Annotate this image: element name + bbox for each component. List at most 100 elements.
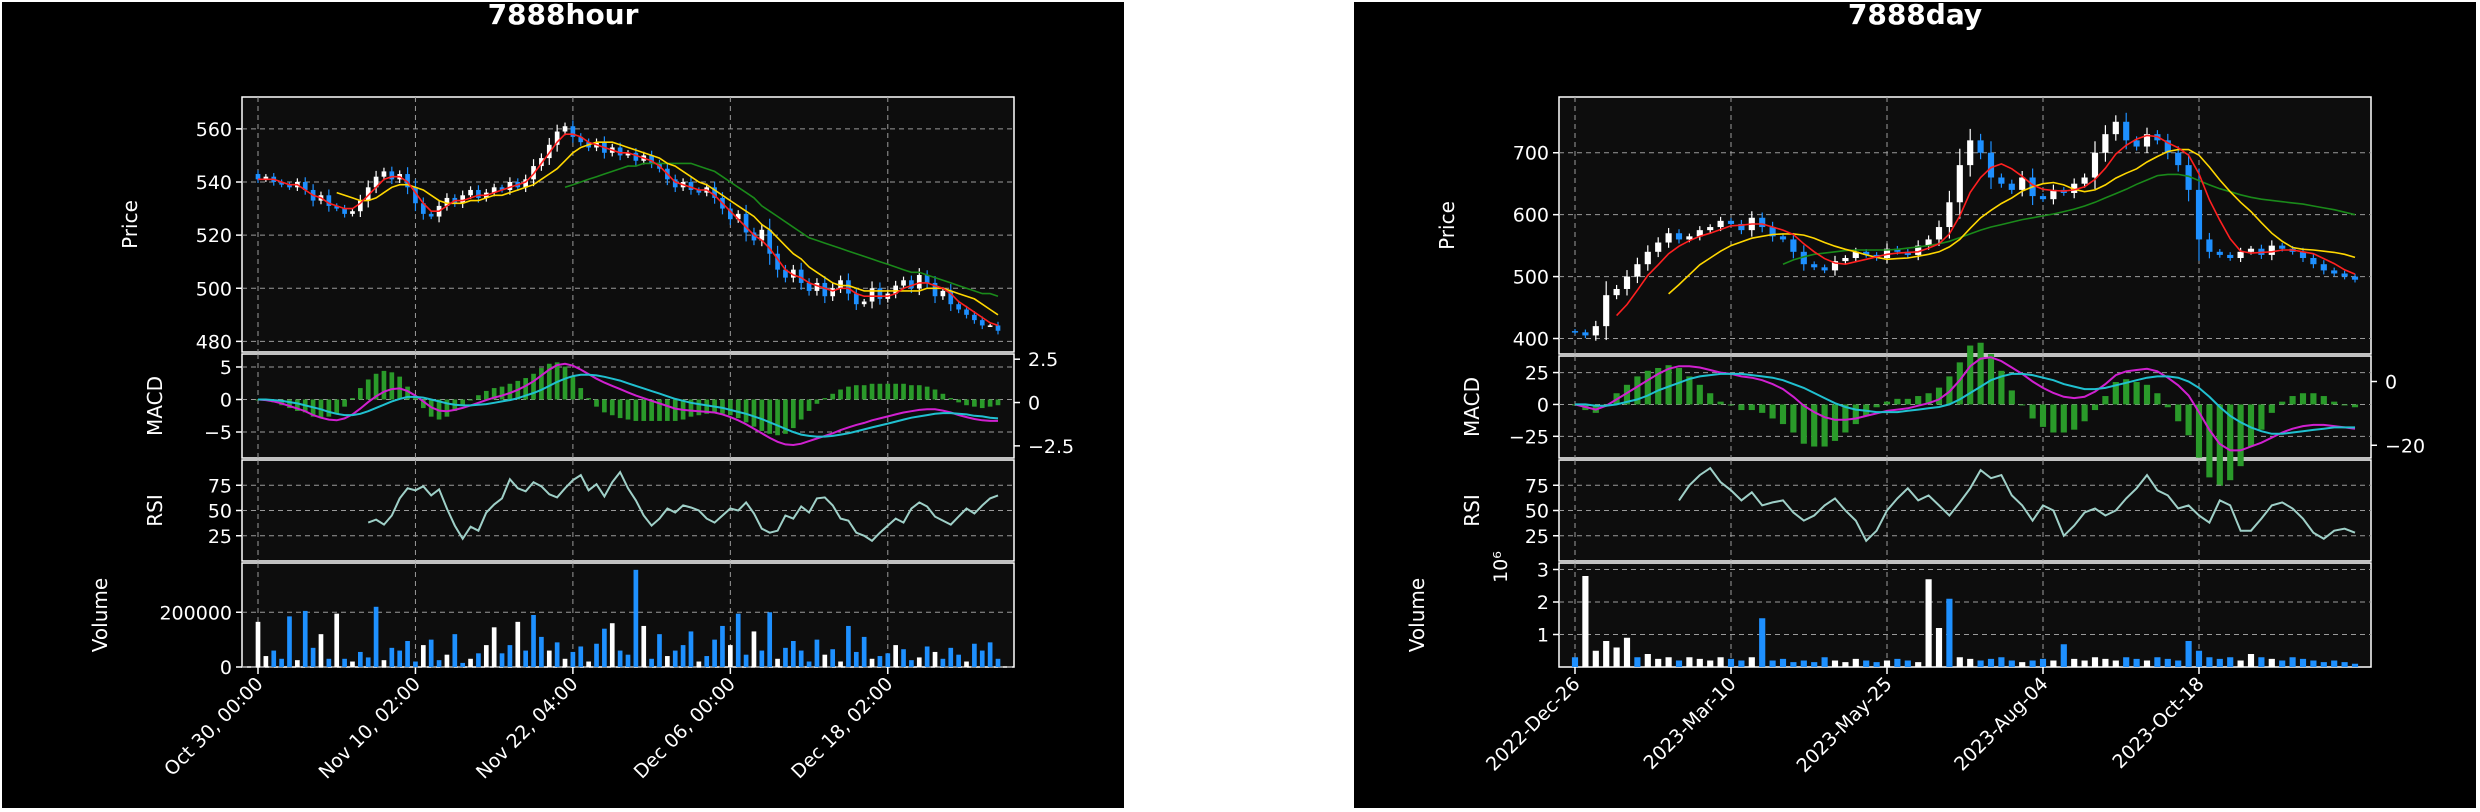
candle-body	[2237, 251, 2244, 259]
macd-histogram-bar	[909, 385, 914, 400]
volume-bar	[578, 646, 584, 667]
macd-histogram-bar	[1759, 404, 1766, 413]
candle-body	[373, 176, 379, 188]
candle-body	[287, 184, 292, 188]
volume-bar	[1883, 660, 1891, 667]
volume-bar	[1935, 628, 1943, 667]
volume-bar	[964, 661, 969, 667]
macd-histogram-bar	[798, 399, 804, 420]
macd-histogram-bar	[2268, 404, 2275, 413]
volume-bar	[507, 645, 513, 667]
macd-histogram-bar	[1821, 404, 1828, 447]
candle-body	[1696, 230, 1703, 237]
macd-histogram-bar	[279, 399, 284, 406]
volume-bar	[420, 645, 426, 667]
candle-body	[1582, 332, 1589, 336]
macd-histogram-bar	[625, 399, 631, 420]
macd-histogram-bar	[877, 383, 883, 400]
candle-body	[2216, 251, 2223, 255]
volume-bar	[909, 660, 914, 667]
macd-histogram-bar	[460, 399, 466, 406]
macd-histogram-bar	[830, 393, 836, 400]
macd-histogram-bar	[2008, 390, 2015, 405]
candle-body	[1738, 223, 1745, 231]
signal-line	[258, 373, 999, 438]
y-tick-label: 75	[1525, 475, 1549, 497]
y-axis-label: MACD	[143, 376, 167, 436]
volume-bar	[2143, 660, 2151, 667]
volume-bar	[649, 658, 654, 667]
chart-title: 7888day	[1847, 0, 1983, 31]
macd-histogram-bar	[350, 398, 355, 400]
volume-bar	[2008, 660, 2015, 667]
volume-bar	[2123, 657, 2130, 667]
volume-bar	[956, 654, 961, 667]
volume-bar	[806, 661, 812, 667]
macd-histogram-bar	[2019, 404, 2026, 406]
candle-body	[2102, 134, 2109, 153]
volume-bar	[287, 616, 292, 667]
candle-body	[822, 282, 828, 297]
candle-body	[743, 213, 749, 233]
candle-body	[728, 208, 733, 220]
macd-histogram-bar	[838, 389, 843, 400]
candle-body	[1904, 251, 1911, 255]
macd-histogram-bar	[861, 385, 867, 400]
panel-frame-rsi	[241, 459, 1015, 562]
volume-bar	[1946, 598, 1953, 667]
volume-bar	[1727, 658, 1735, 667]
y-tick-label: 560	[196, 119, 232, 141]
candle-body	[979, 320, 985, 326]
candle-body	[1863, 251, 1870, 255]
candle-body	[830, 288, 836, 297]
candle-body	[956, 304, 961, 310]
candle-body	[342, 208, 347, 214]
volume-bar	[633, 569, 639, 667]
volume-bar	[2175, 660, 2182, 667]
candle-body	[428, 213, 434, 217]
candle-body	[2341, 273, 2348, 277]
volume-bar	[2112, 660, 2119, 667]
volume-bar	[979, 650, 985, 667]
macd-histogram-bar	[1811, 404, 1818, 447]
macd-histogram-bar	[1800, 404, 1807, 444]
candle-body	[1779, 236, 1787, 240]
macd-histogram-bar	[1842, 404, 1849, 433]
rsi-line	[1678, 466, 2356, 543]
volume-bar	[1894, 658, 1901, 667]
volume-bar	[586, 661, 591, 667]
volume-bar	[2060, 644, 2067, 667]
volume-bar	[680, 645, 686, 667]
candle-body	[326, 195, 332, 206]
y-tick-label: 75	[208, 475, 232, 497]
volume-bar	[2289, 657, 2296, 667]
volume-bar	[2029, 660, 2036, 667]
ma-long-line	[564, 162, 999, 297]
volume-bar	[720, 625, 725, 667]
volume-scale-label: 10⁶	[1490, 551, 1512, 583]
macd-histogram-bar	[1717, 401, 1724, 405]
volume-bar	[1998, 657, 2005, 667]
candle-body	[1915, 245, 1922, 255]
rsi-line	[367, 470, 999, 543]
macd-histogram-bar	[570, 376, 576, 400]
macd-histogram-bar	[956, 399, 961, 403]
volume-bar	[1831, 660, 1839, 667]
candle-body	[2081, 177, 2088, 184]
volume-bar	[783, 647, 788, 667]
volume-bar	[1873, 662, 1880, 667]
figure-gap	[1126, 0, 1352, 810]
candle-body	[964, 309, 969, 315]
candle-body	[570, 126, 576, 137]
macd-histogram-bar	[326, 399, 332, 417]
volume-bar	[1571, 657, 1579, 667]
candle-body	[853, 293, 859, 305]
macd-histogram-bar	[1748, 404, 1755, 411]
macd-histogram-bar	[924, 386, 930, 400]
candle-body	[1821, 267, 1828, 271]
right-tick-label: −2.5	[1028, 436, 1074, 458]
volume-bar	[2071, 658, 2078, 667]
candle-body	[735, 213, 741, 220]
candle-body	[2206, 239, 2213, 252]
volume-bar	[838, 661, 843, 667]
